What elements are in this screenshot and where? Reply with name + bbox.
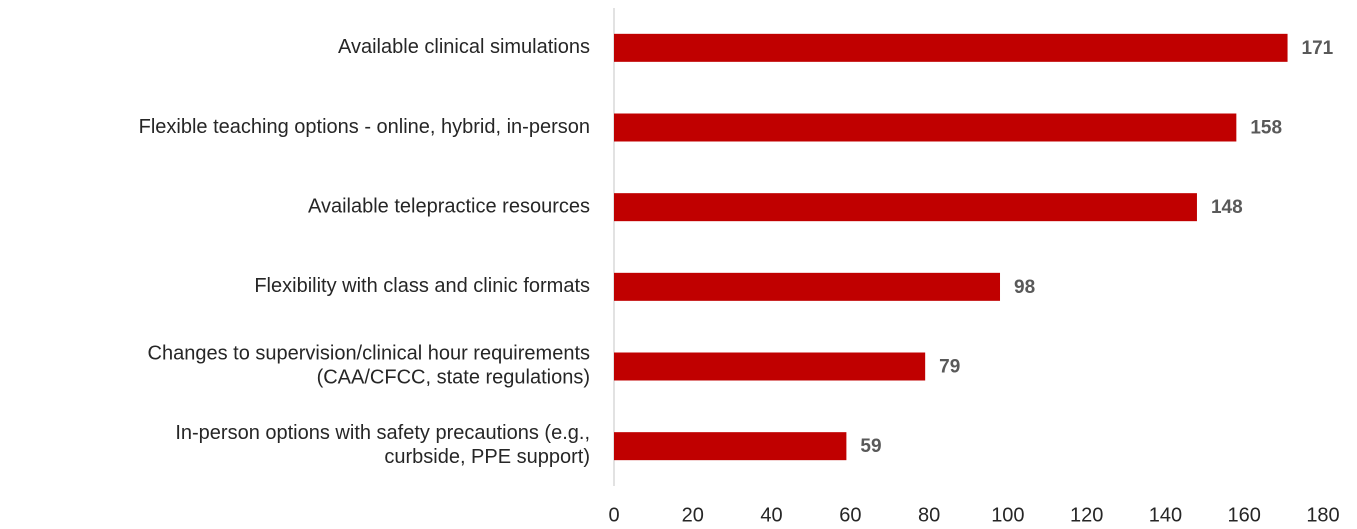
y-tick-label: In-person options with safety precaution…: [175, 422, 590, 468]
x-tick-label: 120: [1070, 504, 1103, 526]
x-tick-label: 140: [1149, 504, 1182, 526]
y-tick-label: Flexible teaching options - online, hybr…: [139, 116, 590, 138]
bar: [614, 352, 926, 381]
y-tick-label: Available clinical simulations: [338, 36, 590, 58]
value-label: 158: [1250, 118, 1282, 139]
y-tick-label: Flexibility with class and clinic format…: [254, 275, 590, 297]
bar: [614, 193, 1197, 222]
bar: [614, 432, 847, 461]
y-tick-label: Available telepractice resources: [308, 195, 590, 217]
y-tick-label: Changes to supervision/clinical hour req…: [148, 343, 590, 389]
bar: [614, 272, 1001, 301]
x-tick-label: 0: [608, 504, 619, 526]
x-tick-label: 60: [839, 504, 861, 526]
bar: [614, 33, 1288, 62]
x-tick-label: 100: [991, 504, 1024, 526]
x-tick-label: 20: [682, 504, 704, 526]
x-tick-label: 80: [918, 504, 940, 526]
x-tick-label: 160: [1228, 504, 1261, 526]
bar: [614, 113, 1237, 142]
x-tick-label: 180: [1306, 504, 1339, 526]
value-label: 148: [1211, 197, 1243, 218]
value-label: 98: [1014, 277, 1035, 298]
value-label: 59: [860, 436, 881, 457]
value-label: 171: [1302, 38, 1334, 59]
value-label: 79: [939, 357, 960, 378]
x-tick-label: 40: [760, 504, 782, 526]
